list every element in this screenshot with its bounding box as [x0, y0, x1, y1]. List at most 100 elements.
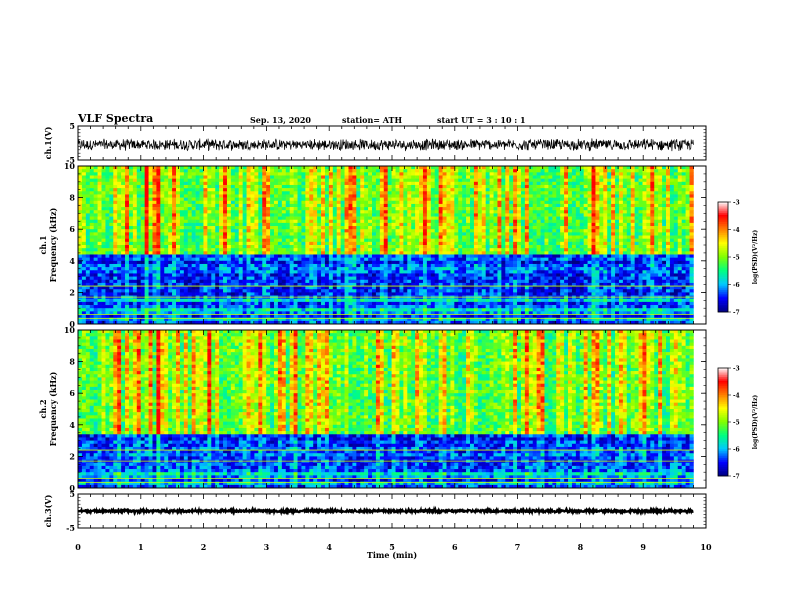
spectrogram-cell — [156, 222, 161, 227]
spectrogram-cell — [615, 260, 620, 265]
spectrogram-cell — [517, 257, 522, 262]
spectrogram-cell — [352, 254, 357, 258]
spectrogram-cell — [571, 232, 577, 236]
spectrogram-cell — [156, 219, 161, 224]
spectrogram-cell — [399, 197, 404, 202]
spectrogram-cell — [540, 200, 545, 205]
spectrogram-cell — [148, 207, 153, 211]
spectrogram-cell — [528, 241, 534, 246]
spectrogram-cell — [415, 191, 420, 195]
spectrogram-cell — [477, 194, 483, 198]
spectrogram-cell — [466, 222, 471, 227]
spectrogram-cell — [662, 178, 667, 183]
spectrogram-cell — [489, 216, 494, 221]
spectrogram-cell — [689, 210, 694, 214]
spectrogram-cell — [399, 203, 404, 208]
spectrogram-cell — [313, 235, 318, 239]
spectrogram-cell — [242, 188, 247, 192]
spectrogram-cell — [536, 210, 541, 214]
spectrogram-cell — [650, 197, 655, 202]
spectrogram-cell — [568, 226, 573, 230]
spectrogram-cell — [309, 175, 314, 179]
spectrogram-cell — [501, 197, 506, 202]
spectrogram-cell — [144, 219, 149, 224]
spectrogram-cell — [517, 191, 522, 195]
spectrogram-cell — [517, 251, 522, 255]
spectrogram-cell — [258, 175, 263, 179]
spectrogram-cell — [422, 210, 428, 214]
spectrogram-cell — [136, 213, 142, 217]
spectrogram-cell — [262, 248, 267, 252]
spectrogram-cell — [89, 238, 94, 243]
spectrogram-cell — [195, 219, 200, 224]
spectrogram-cell — [383, 194, 388, 198]
spectrogram-cell — [630, 203, 635, 208]
spectrogram-cell — [199, 175, 204, 179]
spectrogram-cell — [638, 207, 643, 211]
spectrogram-cell — [152, 235, 157, 239]
spectrogram-cell — [587, 251, 592, 255]
spectrogram-cell — [493, 207, 498, 211]
spectrogram-cell — [587, 245, 592, 249]
spectrogram-cell — [226, 200, 232, 205]
spectrogram-cell — [438, 257, 443, 262]
spectrogram-cell — [348, 251, 353, 255]
spectrogram-cell — [152, 197, 157, 202]
spectrogram-cell — [313, 169, 318, 173]
spectrogram-cell — [324, 257, 330, 262]
spectrogram-cell — [524, 251, 530, 255]
spectrogram-cell — [454, 197, 459, 202]
spectrogram-cell — [520, 178, 526, 183]
spectrogram-cell — [172, 235, 177, 239]
spectrogram-cell — [215, 203, 220, 208]
spectrogram-cell — [517, 172, 522, 176]
spectrogram-cell — [544, 184, 549, 189]
spectrogram-cell — [544, 257, 549, 262]
spectrogram-cell — [622, 213, 628, 217]
spectrogram-cell — [540, 213, 545, 217]
spectrogram-cell — [262, 207, 267, 211]
spectrogram-cell — [458, 229, 463, 233]
spectrogram-cell — [309, 226, 314, 230]
spectrogram-cell — [481, 175, 486, 179]
spectrogram-cell — [630, 238, 635, 243]
spectrogram-cell — [132, 241, 138, 246]
spectrogram-cell — [450, 203, 455, 208]
spectrogram-cell — [172, 229, 177, 233]
spectrogram-cell — [650, 248, 655, 252]
spectrogram-cell — [336, 257, 341, 262]
spectrogram-cell — [646, 257, 651, 262]
spectrogram-cell — [195, 232, 200, 236]
spectrogram-cell — [587, 197, 592, 202]
spectrogram-cell — [434, 222, 439, 227]
spectrogram-cell — [321, 216, 326, 221]
spectrogram-cell — [458, 169, 463, 173]
spectrogram-cell — [136, 245, 142, 249]
spectrogram-cell — [172, 241, 177, 246]
spectrogram-cell — [242, 175, 247, 179]
spectrogram-cell — [234, 172, 240, 176]
spectrogram-cell — [583, 238, 588, 243]
spectrogram-cell — [426, 226, 432, 230]
spectrogram-cell — [681, 219, 686, 224]
spectrogram-cell — [571, 222, 577, 227]
spectrogram-cell — [595, 216, 600, 221]
spectrogram-cell — [105, 197, 110, 202]
spectrogram-cell — [352, 184, 357, 189]
spectrogram-cell — [540, 232, 545, 236]
spectrogram-cell — [599, 169, 604, 173]
spectrogram-cell — [105, 175, 110, 179]
spectrogram-cell — [199, 213, 204, 217]
spectrogram-cell — [599, 222, 604, 227]
spectrogram-cell — [399, 226, 404, 230]
spectrogram-cell — [540, 175, 545, 179]
spectrogram-cell — [368, 232, 373, 236]
spectrogram-cell — [301, 254, 306, 258]
spectrogram-cell — [176, 188, 181, 192]
spectrogram-cell — [285, 260, 290, 265]
spectrogram-cell — [234, 260, 240, 265]
spectrogram-cell — [607, 191, 612, 195]
spectrogram-cell — [662, 222, 667, 227]
spectrogram-cell — [677, 235, 682, 239]
spectrogram-cell — [254, 260, 259, 265]
